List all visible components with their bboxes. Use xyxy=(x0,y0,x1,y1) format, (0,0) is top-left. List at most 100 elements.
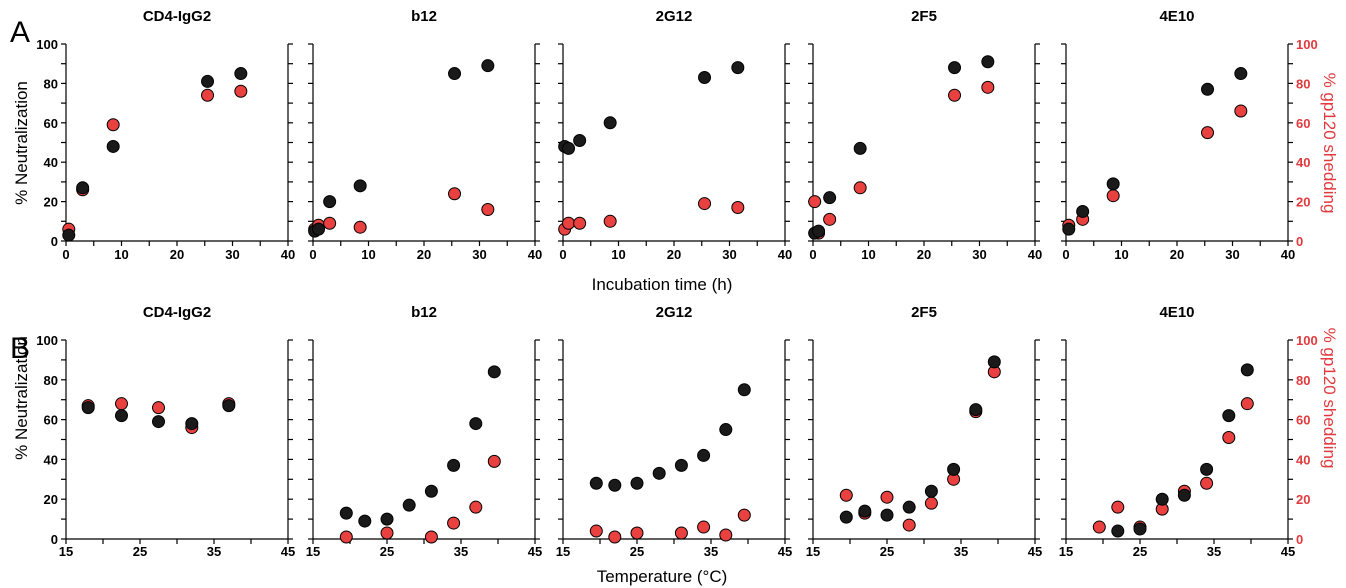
gp120-shedding-point xyxy=(447,516,461,530)
gp120-shedding-point xyxy=(353,220,367,234)
neutralization-point xyxy=(902,500,916,514)
panel-title: 2G12 xyxy=(656,304,693,321)
x-tick-label: 15 xyxy=(1059,544,1073,559)
gp120-shedding-point xyxy=(737,508,751,522)
neutralization-point xyxy=(424,484,438,498)
gp120-shedding-point xyxy=(853,181,867,195)
y-tick-label: 100 xyxy=(36,333,58,348)
right-axis-title-a: % gp120 shedding xyxy=(1320,73,1339,214)
gp120-shedding-point xyxy=(469,500,483,514)
x-tick-label: 25 xyxy=(630,544,644,559)
x-tick-label: 20 xyxy=(170,247,184,262)
y-tick-label: 40 xyxy=(44,452,58,467)
panel-row1-panel4: 4E10 0 20 40 60 80 100 15 25 35 45 xyxy=(1059,304,1318,559)
panel-title: 4E10 xyxy=(1159,8,1194,25)
neutralization-point xyxy=(481,59,495,73)
x-tick-label: 35 xyxy=(704,544,718,559)
x-tick-label: 20 xyxy=(917,247,931,262)
neutralization-point xyxy=(106,139,120,153)
x-tick-label: 0 xyxy=(62,247,69,262)
neutralization-point xyxy=(469,417,483,431)
points-row1-panel2 xyxy=(589,383,751,544)
x-tick-label: 15 xyxy=(59,544,73,559)
panel-row0-panel1: b12 0 10 20 30 40 xyxy=(308,8,542,262)
gp120-shedding-point xyxy=(630,526,644,540)
labels-layer: A B % Neutralization % Neutralization % … xyxy=(10,16,1339,586)
x-axis-title-b: Temperature (°C) xyxy=(597,567,728,586)
y-tick-label: 40 xyxy=(44,155,58,170)
x-tick-label: 30 xyxy=(1225,247,1239,262)
y-tick-label: 100 xyxy=(36,37,58,52)
neutralization-point xyxy=(562,141,576,155)
neutralization-point xyxy=(947,462,961,476)
gp120-shedding-point xyxy=(323,216,337,230)
neutralization-point xyxy=(323,195,337,209)
x-tick-label: 30 xyxy=(972,247,986,262)
x-tick-label: 30 xyxy=(472,247,486,262)
neutralization-point xyxy=(76,181,90,195)
neutralization-point xyxy=(222,399,236,413)
gp120-shedding-point xyxy=(603,214,617,228)
neutralization-point xyxy=(839,510,853,524)
x-tick-label: 15 xyxy=(806,544,820,559)
neutralization-point xyxy=(448,67,462,81)
x-tick-label: 20 xyxy=(1170,247,1184,262)
gp120-shedding-point xyxy=(697,520,711,534)
y-tick-label: 0 xyxy=(51,234,58,249)
gp120-shedding-point xyxy=(839,488,853,502)
left-axis-title-a: % Neutralization xyxy=(12,81,31,205)
points-row1-panel1 xyxy=(339,365,501,544)
gp120-shedding-point xyxy=(589,524,603,538)
x-tick-label: 25 xyxy=(133,544,147,559)
right-y-tick-label: 0 xyxy=(1296,532,1303,547)
gp120-shedding-point xyxy=(1201,126,1215,140)
panel-title: b12 xyxy=(411,8,437,25)
x-tick-label: 20 xyxy=(667,247,681,262)
gp120-shedding-point xyxy=(981,80,995,94)
panel-title: 2G12 xyxy=(656,8,693,25)
neutralization-point xyxy=(402,498,416,512)
gp120-shedding-point xyxy=(902,518,916,532)
panel-row0-panel0: CD4-IgG2 0 20 40 60 80 100 0 10 20 30 40 xyxy=(36,8,295,262)
neutralization-point xyxy=(1222,409,1236,423)
y-tick-label: 20 xyxy=(44,492,58,507)
points-row1-panel4 xyxy=(1092,363,1254,538)
points-row1-panel0 xyxy=(81,397,236,435)
gp120-shedding-point xyxy=(1222,431,1236,445)
neutralization-point xyxy=(589,476,603,490)
x-tick-label: 10 xyxy=(1114,247,1128,262)
gp120-shedding-point xyxy=(823,212,837,226)
neutralization-point xyxy=(1201,82,1215,96)
gp120-shedding-point xyxy=(234,84,248,98)
neutralization-point xyxy=(1240,363,1254,377)
x-tick-label: 0 xyxy=(559,247,566,262)
right-axis-title-b: % gp120 shedding xyxy=(1320,328,1339,469)
y-tick-label: 60 xyxy=(44,413,58,428)
neutralization-point xyxy=(812,224,826,238)
right-y-tick-label: 40 xyxy=(1296,155,1310,170)
gp120-shedding-point xyxy=(339,530,353,544)
right-y-tick-label: 80 xyxy=(1296,76,1310,91)
gp120-shedding-point xyxy=(424,530,438,544)
neutralization-point xyxy=(969,403,983,417)
gp120-shedding-point xyxy=(115,397,128,411)
x-tick-label: 35 xyxy=(454,544,468,559)
neutralization-point xyxy=(1200,462,1214,476)
gp120-shedding-point xyxy=(201,88,215,102)
panel-title: CD4-IgG2 xyxy=(143,304,211,321)
neutralization-point xyxy=(880,508,894,522)
neutralization-point xyxy=(201,74,215,88)
points-row0-panel4 xyxy=(1062,67,1248,236)
panel-row1-panel0: CD4-IgG2 0 20 40 60 80 100 15 25 35 45 xyxy=(36,304,295,559)
neutralization-point xyxy=(674,458,688,472)
neutralization-point xyxy=(981,55,995,69)
gp120-shedding-point xyxy=(562,216,576,230)
x-tick-label: 40 xyxy=(1281,247,1295,262)
x-tick-label: 40 xyxy=(528,247,542,262)
plots-layer xyxy=(62,55,1254,544)
right-y-tick-label: 20 xyxy=(1296,492,1310,507)
gp120-shedding-point xyxy=(573,216,587,230)
panel-row1-panel2: 2G12 15 25 35 45 xyxy=(556,304,792,559)
right-y-tick-label: 40 xyxy=(1296,452,1310,467)
